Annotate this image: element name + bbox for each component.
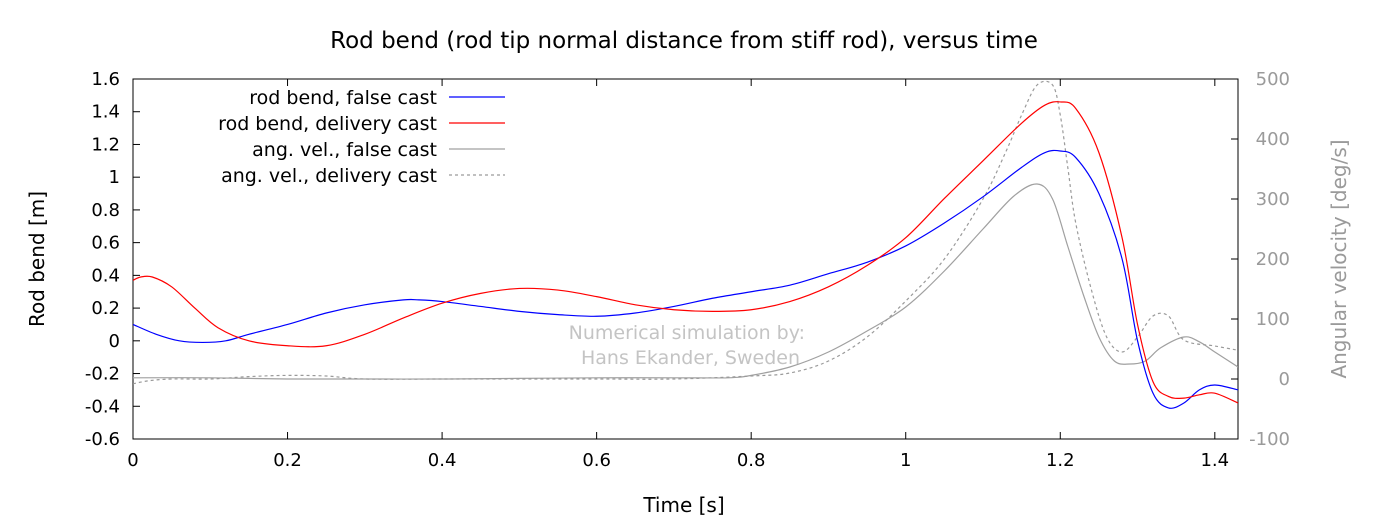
y-tick-label: 1.6 [91,69,120,90]
y2-tick-label: 100 [1256,309,1290,330]
series-line-4 [133,80,1238,385]
y-tick-label: 1.2 [91,134,120,155]
y2-tick-label: 0 [1279,369,1290,390]
y-tick-label: 0.4 [91,265,120,286]
y-tick-label: 0.8 [91,200,120,221]
y-tick-label: 1 [109,167,120,188]
y-axis-left: -0.6 -0.4 -0.2 0 0.2 0.4 0.6 0.8 1 1.2 1.4 1.6 [85,69,140,450]
x-tick-label: 0.4 [428,450,457,471]
x-tick-label: 1 [900,450,911,471]
x-axis-label: Time [s] [642,493,724,517]
y2-tick-label: 300 [1256,189,1290,210]
x-tick-label: 0.8 [737,450,766,471]
y-axis-right: -100 0 100 200 300 400 500 [1231,69,1290,450]
y-tick-label: 0.2 [91,298,120,319]
y2-tick-label: 400 [1256,129,1290,150]
y-tick-label: -0.4 [85,396,120,417]
x-tick-label: 0.2 [273,450,302,471]
y-axis-label: Rod bend [m] [25,191,49,327]
y-tick-label: -0.6 [85,429,120,450]
y-tick-label: 1.4 [91,102,120,123]
x-tick-label: 1.4 [1200,450,1229,471]
x-axis: 0 0.2 0.4 0.6 0.8 1 1.2 1.4 [127,79,1229,471]
x-tick-label: 1.2 [1046,450,1075,471]
y2-tick-label: -100 [1249,429,1290,450]
y-tick-label: 0 [109,331,120,352]
legend: rod bend, false cast rod bend, delivery c… [218,87,505,187]
y-tick-label: 0.6 [91,233,120,254]
y-tick-label: -0.2 [85,364,120,385]
series-line-1 [133,149,1238,409]
y2-tick-label: 500 [1256,69,1290,90]
y2-axis-label: Angular velocity [deg/s] [1327,139,1351,378]
legend-label: ang. vel., false cast [252,139,437,161]
x-tick-label: 0.6 [582,450,611,471]
legend-label: ang. vel., delivery cast [221,165,437,187]
x-tick-label: 0 [127,450,138,471]
y2-tick-label: 200 [1256,249,1290,270]
watermark-line-1: Numerical simulation by: [569,322,805,344]
series-line-2 [133,101,1238,404]
watermark-line-2: Hans Ekander, Sweden [581,347,800,369]
chart-title: Rod bend (rod tip normal distance from s… [330,28,1038,54]
legend-label: rod bend, delivery cast [218,113,437,135]
series-layer [133,80,1238,409]
legend-label: rod bend, false cast [249,87,437,109]
